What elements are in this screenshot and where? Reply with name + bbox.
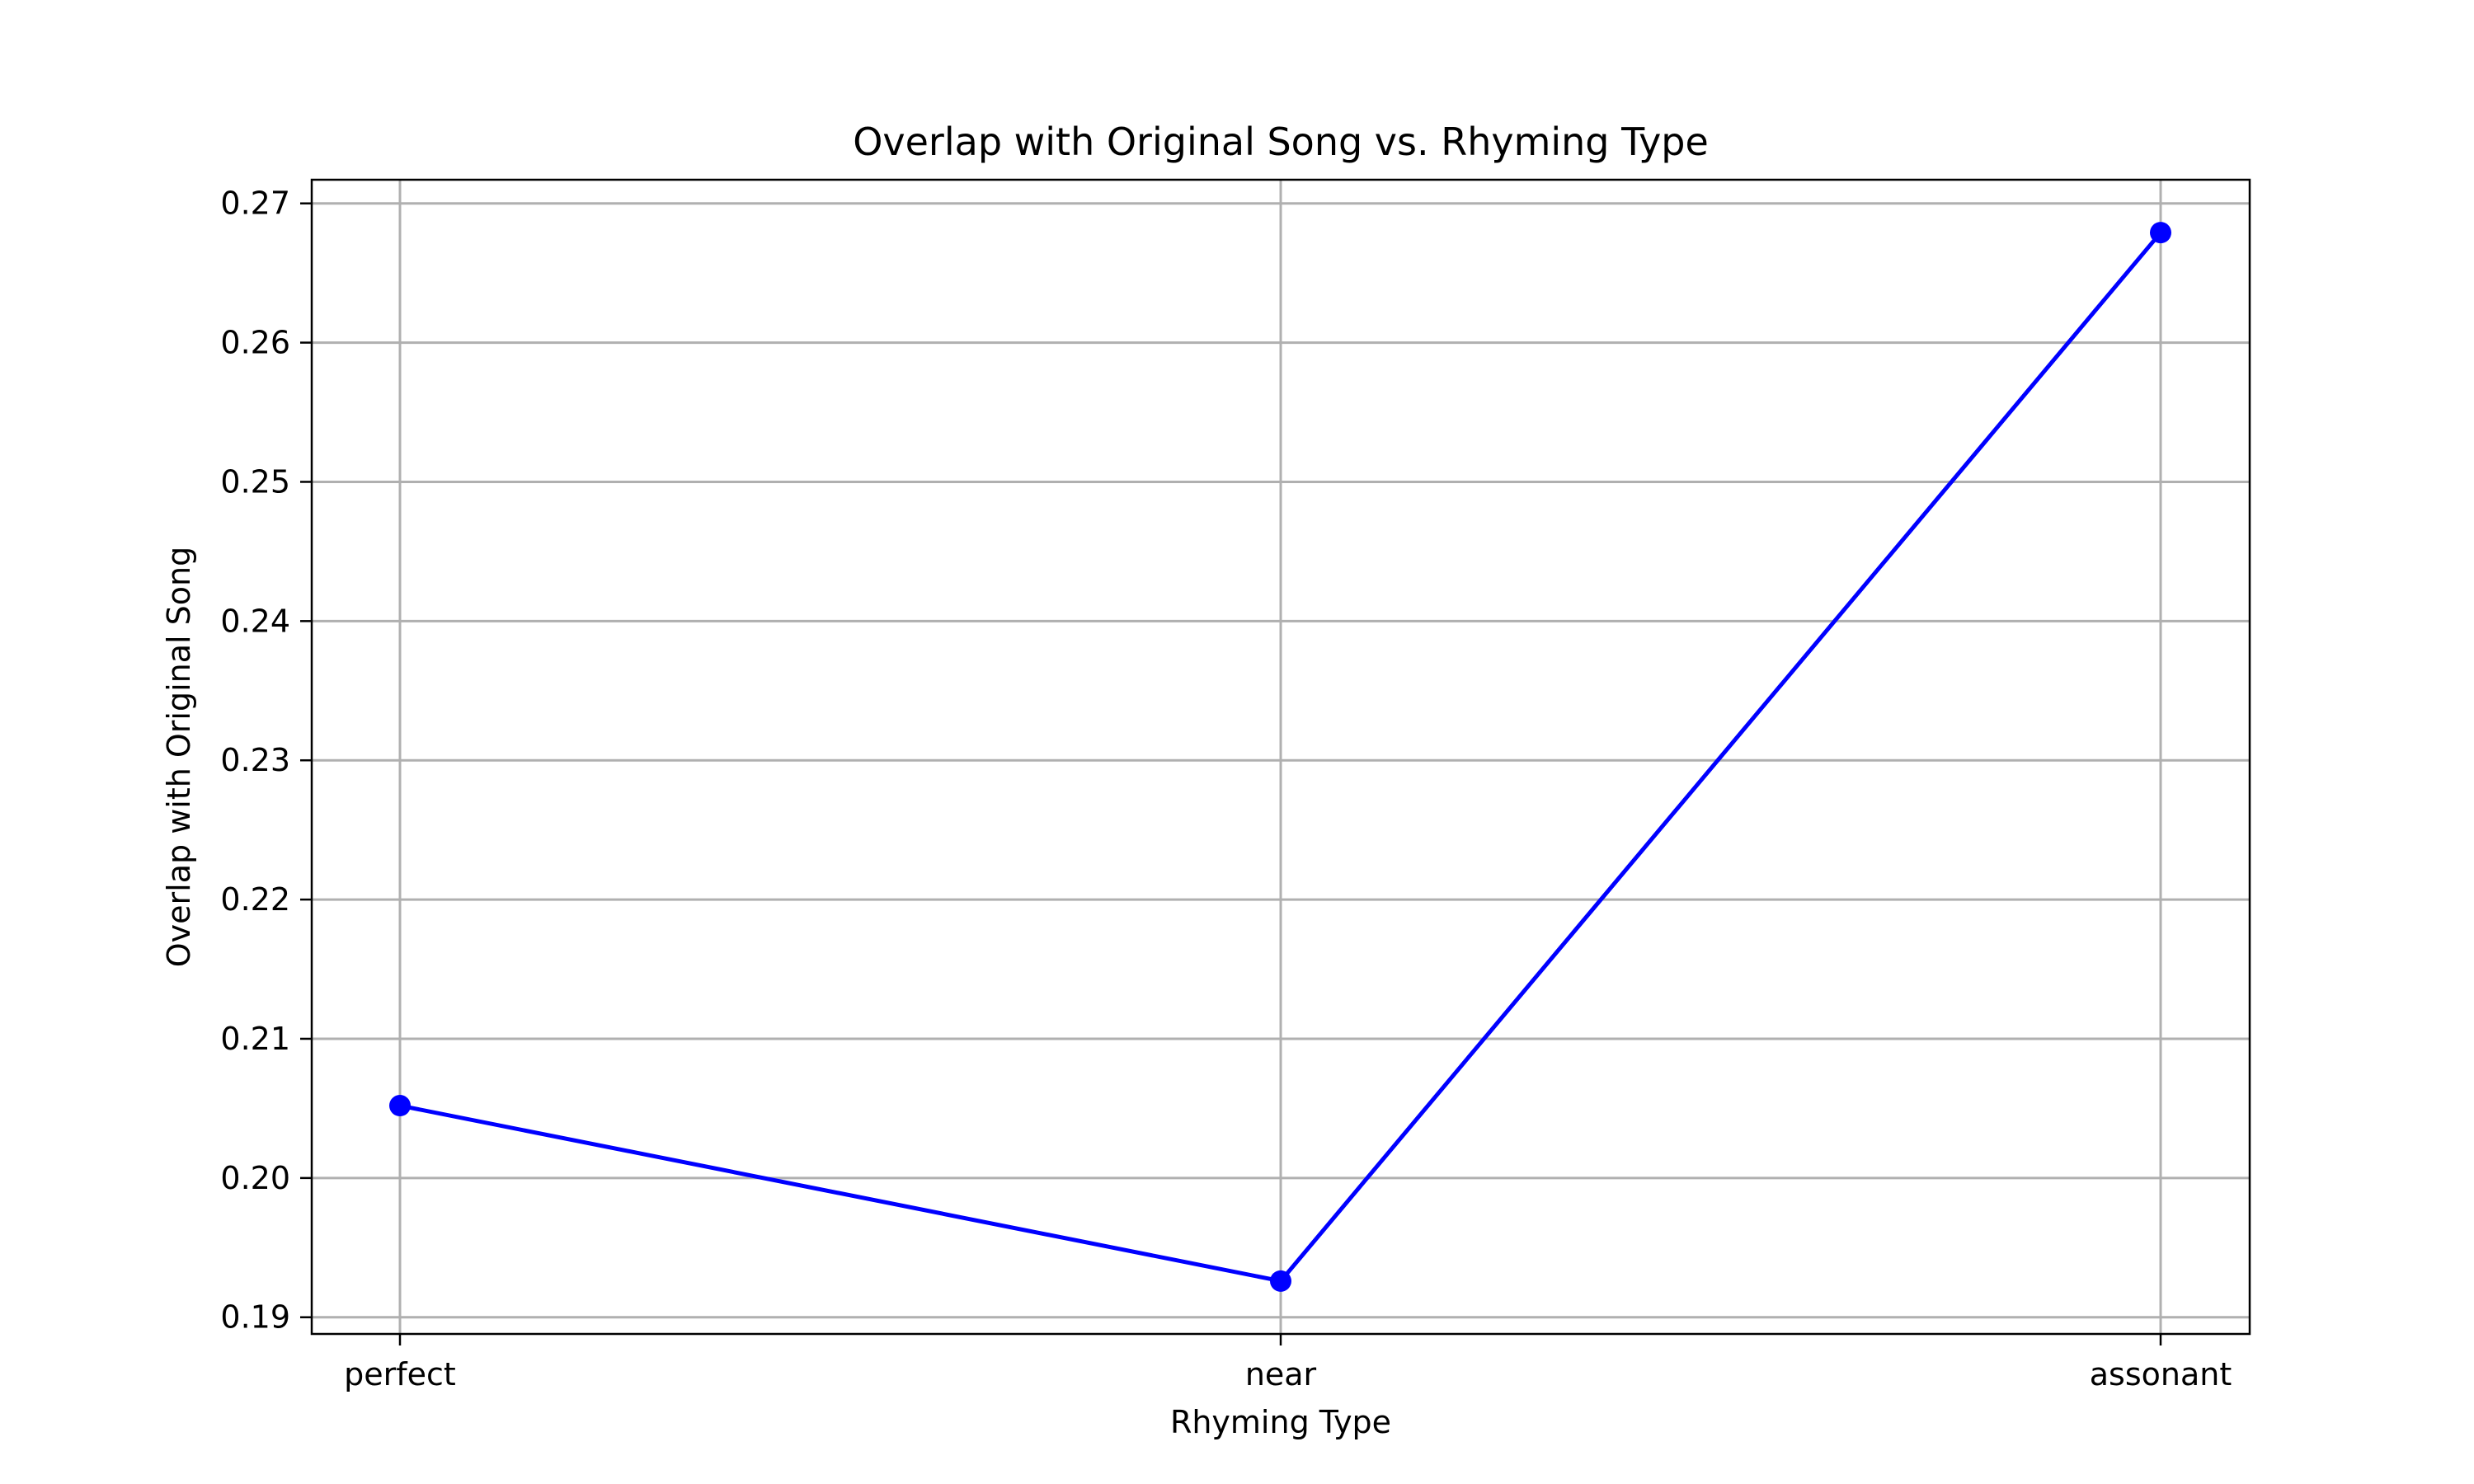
y-tick-label: 0.27 bbox=[220, 186, 290, 222]
y-tick-label: 0.21 bbox=[220, 1021, 290, 1057]
x-tick-label: perfect bbox=[344, 1356, 456, 1392]
y-tick-label: 0.22 bbox=[220, 881, 290, 918]
data-point-marker bbox=[389, 1095, 411, 1117]
data-point-marker bbox=[2150, 222, 2171, 244]
series-layer bbox=[389, 222, 2171, 1292]
x-axis-label: Rhyming Type bbox=[1170, 1404, 1391, 1440]
grid bbox=[312, 180, 2250, 1334]
data-point-marker bbox=[1270, 1270, 1291, 1292]
plot-frame bbox=[310, 178, 2251, 1336]
y-tick-label: 0.26 bbox=[220, 325, 290, 361]
y-tick-label: 0.20 bbox=[220, 1160, 290, 1196]
x-tick-label: near bbox=[1245, 1356, 1317, 1392]
chart-title: Overlap with Original Song vs. Rhyming T… bbox=[853, 120, 1709, 164]
y-tick-label: 0.19 bbox=[220, 1299, 290, 1336]
y-tick-label: 0.24 bbox=[220, 603, 290, 639]
y-axis-label: Overlap with Original Song bbox=[161, 547, 197, 968]
axis-ticks: 0.19 0.20 0.21 0.22 0.23 0.24 0.25 0.26 0.27 perf… bbox=[220, 186, 2232, 1392]
y-tick-label: 0.23 bbox=[220, 742, 290, 778]
x-tick-label: assonant bbox=[2090, 1356, 2232, 1392]
y-tick-label: 0.25 bbox=[220, 463, 290, 500]
